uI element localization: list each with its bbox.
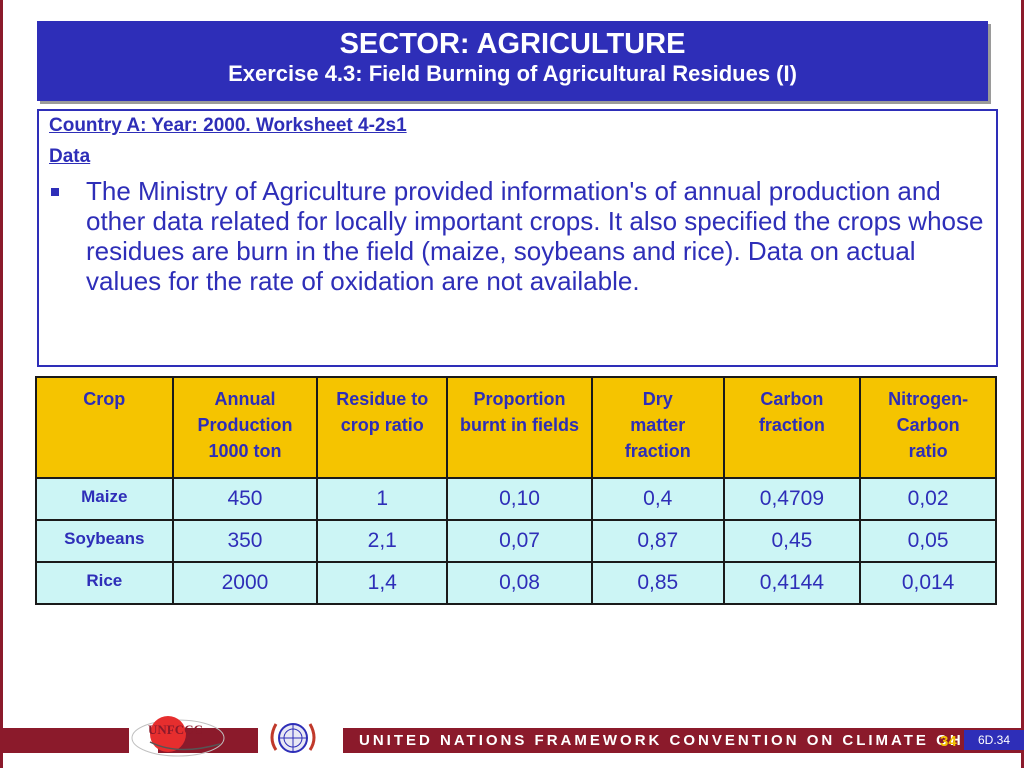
table-row: Rice 2000 1,4 0,08 0,85 0,4144 0,014	[35, 561, 997, 605]
header-carbon-fraction: Carbon fraction	[722, 376, 862, 479]
cell-production: 2000	[171, 561, 319, 605]
cell-proportion-burnt: 0,10	[446, 477, 593, 521]
title-banner: SECTOR: AGRICULTURE Exercise 4.3: Field …	[37, 21, 988, 101]
page-title: SECTOR: AGRICULTURE	[339, 28, 686, 60]
footer-org-name: UNITED NATIONS FRAMEWORK CONVENTION ON C…	[359, 732, 1020, 749]
header-nitrogen-carbon: Nitrogen-Carbon ratio	[859, 376, 997, 479]
header-annual-production-label: Annual Production 1000 ton	[197, 389, 293, 461]
cell-nitrogen-carbon: 0,02	[859, 477, 997, 521]
cell-production: 350	[171, 519, 319, 563]
header-nitrogen-carbon-label: Nitrogen-Carbon ratio	[888, 389, 969, 461]
cell-dry-matter: 0,85	[590, 561, 725, 605]
table-row: Soybeans 350 2,1 0,07 0,87 0,45 0,05	[35, 519, 997, 563]
header-dry-matter-label: Dry matter fraction	[624, 389, 691, 461]
cell-crop: Rice	[35, 561, 174, 605]
cell-dry-matter: 0,4	[590, 477, 725, 521]
cell-carbon-fraction: 0,4144	[722, 561, 862, 605]
cell-production: 450	[171, 477, 319, 521]
cell-crop: Soybeans	[35, 519, 174, 563]
bullet-square-icon	[51, 188, 59, 196]
page-number: 34	[940, 733, 957, 750]
cell-dry-matter: 0,87	[590, 519, 725, 563]
cell-nitrogen-carbon: 0,014	[859, 561, 997, 605]
content-panel: Country A: Year: 2000. Worksheet 4-2s1 D…	[37, 109, 998, 367]
page-subtitle: Exercise 4.3: Field Burning of Agricultu…	[228, 61, 797, 86]
cell-residue-ratio: 1	[316, 477, 449, 521]
footer-org-band: UNITED NATIONS FRAMEWORK CONVENTION ON C…	[343, 728, 1024, 753]
table-header-row: Crop Annual Production 1000 ton Residue …	[35, 376, 997, 479]
cell-crop: Maize	[35, 477, 174, 521]
cell-nitrogen-carbon: 0,05	[859, 519, 997, 563]
frame-left-border	[0, 0, 3, 768]
data-heading: Data	[49, 146, 91, 167]
header-proportion-burnt-label: Proportion burnt in fields	[460, 389, 580, 435]
un-emblem-icon	[262, 716, 324, 760]
footer-band-left	[3, 728, 129, 753]
cell-carbon-fraction: 0,45	[722, 519, 862, 563]
slide-id-badge: 6D.34	[964, 730, 1024, 750]
cell-proportion-burnt: 0,08	[446, 561, 593, 605]
cell-carbon-fraction: 0,4709	[722, 477, 862, 521]
unfccc-logo: UNFCCC	[130, 712, 226, 758]
header-proportion-burnt: Proportion burnt in fields	[446, 376, 593, 479]
header-crop: Crop	[35, 376, 174, 479]
cell-residue-ratio: 1,4	[316, 561, 449, 605]
cell-residue-ratio: 2,1	[316, 519, 449, 563]
crop-data-table: Crop Annual Production 1000 ton Residue …	[35, 376, 997, 605]
cell-proportion-burnt: 0,07	[446, 519, 593, 563]
header-residue-ratio-label: Residue to crop ratio	[336, 389, 429, 435]
header-annual-production: Annual Production 1000 ton	[171, 376, 319, 479]
unfccc-logo-text: UNFCCC	[148, 722, 203, 737]
worksheet-heading: Country A: Year: 2000. Worksheet 4-2s1	[49, 115, 407, 136]
table-row: Maize 450 1 0,10 0,4 0,4709 0,02	[35, 477, 997, 521]
data-paragraph: The Ministry of Agriculture provided inf…	[86, 176, 984, 296]
header-carbon-fraction-label: Carbon fraction	[758, 389, 825, 435]
header-dry-matter: Dry matter fraction	[590, 376, 725, 479]
header-residue-ratio: Residue to crop ratio	[316, 376, 449, 479]
frame-right-border	[1021, 0, 1024, 768]
